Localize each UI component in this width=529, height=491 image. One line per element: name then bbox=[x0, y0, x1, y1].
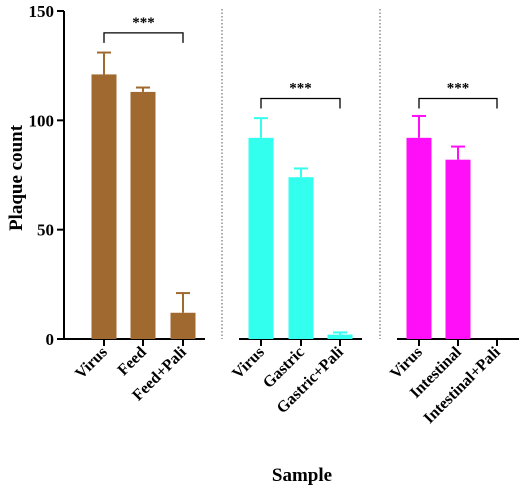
bar bbox=[327, 334, 353, 339]
bar bbox=[406, 137, 432, 339]
significance-label: *** bbox=[447, 80, 470, 96]
bar bbox=[170, 312, 196, 339]
significance-bracket bbox=[418, 97, 498, 109]
y-axis-title: Plaque count bbox=[6, 124, 27, 231]
y-tick-label: 50 bbox=[37, 221, 54, 240]
significance-label: *** bbox=[289, 80, 312, 96]
y-tick-label: 0 bbox=[46, 330, 55, 349]
bar bbox=[130, 91, 156, 339]
bar bbox=[445, 159, 471, 339]
bar bbox=[91, 74, 117, 339]
y-tick-label: 100 bbox=[29, 111, 55, 130]
x-tick-label: Feed bbox=[115, 344, 150, 379]
significance-label: *** bbox=[132, 15, 155, 31]
significance-bracket bbox=[260, 97, 341, 109]
bar bbox=[248, 137, 274, 339]
bar bbox=[288, 177, 314, 339]
x-axis-title: Sample bbox=[272, 465, 332, 486]
y-tick-label: 150 bbox=[29, 2, 55, 21]
x-tick-label: Virus bbox=[72, 344, 111, 383]
significance-bracket bbox=[103, 32, 184, 43]
